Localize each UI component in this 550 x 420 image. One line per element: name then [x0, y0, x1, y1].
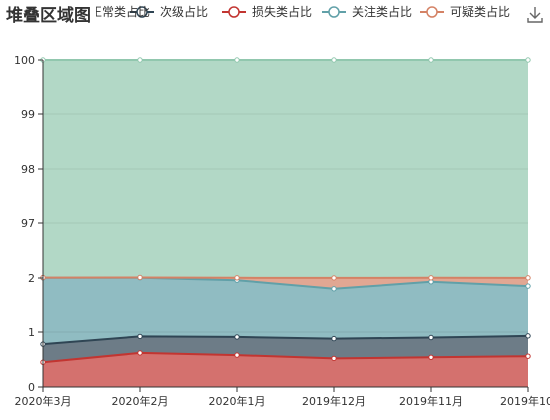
point-3-1: [137, 274, 143, 281]
legend-item[interactable]: 损失类占比: [222, 4, 312, 19]
x-tick-label: 2019年11月: [399, 394, 463, 408]
point-4-1: [137, 57, 143, 63]
legend-swatch-dot: [136, 6, 148, 18]
area-4: [43, 60, 528, 278]
point-1-2: [234, 334, 240, 340]
legend-item[interactable]: 关注类占比: [322, 4, 412, 19]
point-3-2: [234, 275, 240, 281]
point-2-5: [525, 283, 531, 289]
point-0-5: [525, 353, 531, 359]
line-1: [42, 334, 529, 346]
legend-swatch-dot: [426, 6, 438, 18]
area-0: [43, 352, 528, 387]
series-lines: [42, 59, 529, 364]
chart-title: 堆叠区域图: [6, 5, 91, 26]
title-background: [0, 2, 96, 28]
point-2-3: [331, 286, 337, 292]
legend-item-hidden: 正常类占比: [90, 4, 150, 19]
legend[interactable]: 次级占比 损失类占比 关注类占比 可疑类占比 正常类占比: [90, 4, 510, 19]
legend-item[interactable]: 可疑类占比: [420, 4, 510, 19]
point-1-4: [428, 334, 434, 341]
point-1-3: [331, 335, 337, 342]
x-tick-label: 2020年2月: [112, 394, 169, 408]
point-0-1: [137, 350, 143, 356]
line-0: [42, 351, 529, 364]
point-4-3: [331, 57, 337, 63]
point-4-4: [428, 57, 434, 63]
legend-label: 次级占比: [160, 4, 208, 19]
y-tick-label: 0: [28, 381, 35, 394]
legend-label: 关注类占比: [352, 4, 412, 19]
point-0-4: [428, 354, 434, 360]
area-2: [43, 277, 528, 345]
area-series: [43, 60, 528, 387]
x-tick-label: 2019年10月: [500, 394, 550, 408]
area-3: [43, 277, 528, 289]
y-tick-label: 1: [28, 326, 35, 339]
point-1-1: [137, 333, 143, 340]
legend-label: 可疑类占比: [450, 4, 510, 19]
legend-label: 损失类占比: [252, 4, 312, 19]
point-3-4: [428, 275, 434, 281]
y-tick-label: 100: [14, 54, 35, 67]
axes: 0 1 2 97 98 99 100 2020年3月 2020年2月 2020年1月 2019年12…: [14, 54, 550, 408]
area-1: [43, 335, 528, 363]
x-tick-label: 2020年1月: [209, 394, 266, 408]
data-points: [40, 57, 531, 365]
x-tick-label: 2019年12月: [302, 394, 366, 408]
y-tick-label: 2: [28, 272, 35, 285]
point-3-5: [525, 275, 531, 281]
legend-label: 正常类占比: [90, 4, 150, 19]
legend-swatch-dot: [328, 6, 340, 18]
x-tick-label: 2020年3月: [15, 394, 72, 408]
point-0-2: [234, 352, 240, 358]
download-icon[interactable]: [527, 7, 543, 23]
point-3-3: [331, 275, 337, 281]
y-tick-label: 99: [21, 108, 35, 121]
legend-swatch-dot: [228, 6, 240, 18]
legend-item[interactable]: 次级占比: [130, 4, 208, 19]
y-tick-label: 97: [21, 217, 35, 230]
point-4-5: [525, 57, 531, 63]
y-tick-label: 98: [21, 163, 35, 176]
point-1-5: [525, 333, 531, 339]
point-4-2: [234, 57, 240, 63]
point-0-3: [331, 355, 337, 362]
